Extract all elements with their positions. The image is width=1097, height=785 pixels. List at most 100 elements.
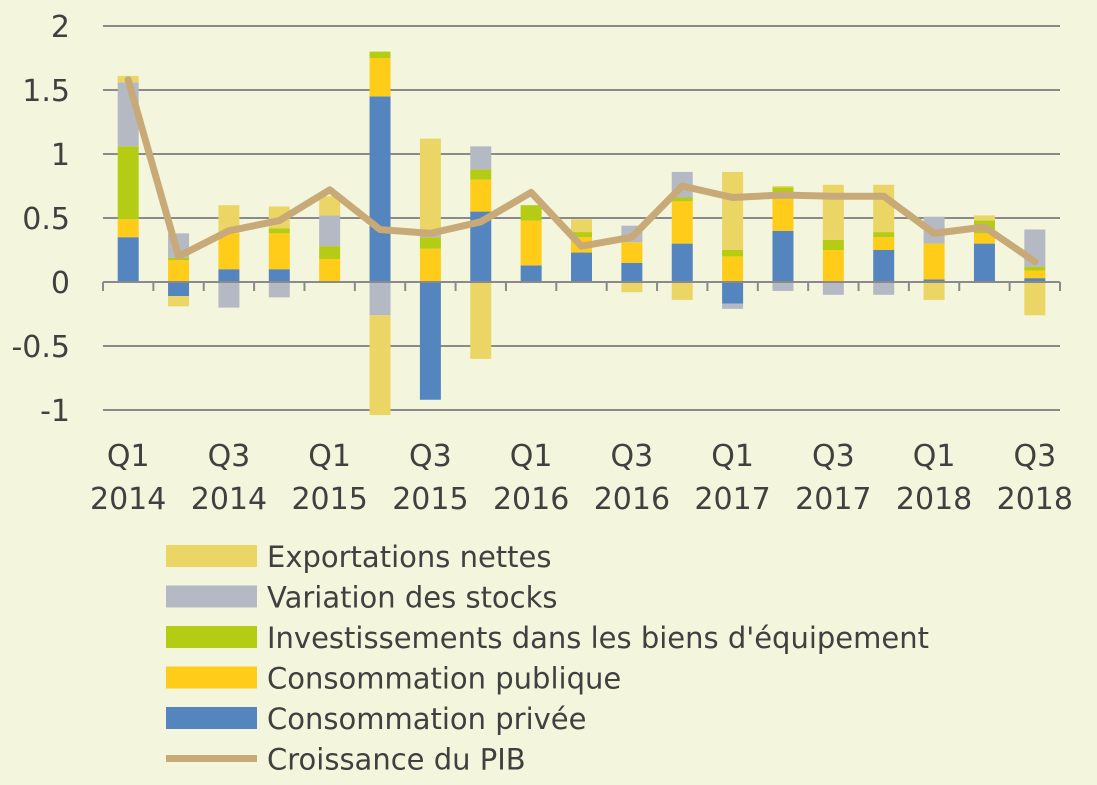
legend-swatch: [166, 707, 257, 729]
x-tick-label-year: 2015: [392, 482, 468, 517]
bar-segment: [470, 179, 492, 212]
bar-segment: [419, 248, 441, 282]
y-tick-label: 0: [51, 266, 70, 301]
bar-segment: [772, 282, 794, 291]
legend-swatch: [166, 545, 257, 567]
stacked-bars: [117, 51, 1046, 416]
x-tick-label-year: 2018: [997, 482, 1073, 517]
bar-segment: [268, 282, 290, 298]
bar-segment: [1024, 282, 1046, 316]
bar-segment: [973, 215, 995, 221]
bar-segment: [520, 205, 542, 221]
x-tick-label-year: 2017: [694, 482, 770, 517]
bar-segment: [117, 219, 139, 238]
bar-segment: [873, 237, 895, 250]
bar-segment: [722, 250, 744, 257]
bar-segment: [319, 196, 341, 216]
bar-segment: [822, 239, 844, 250]
y-tick-label: 2: [51, 10, 70, 45]
legend-label: Exportations nettes: [267, 540, 552, 574]
y-axis-tick-labels: -1 -0.5 0 0.5 1 1.5 2: [11, 10, 70, 429]
bar-segment: [218, 269, 240, 282]
bar-segment: [873, 250, 895, 282]
legend-item: Investissements dans les biens d'équipem…: [166, 621, 929, 655]
bar-segment: [419, 138, 441, 235]
bar-segment: [268, 228, 290, 234]
bar-segment: [319, 215, 341, 247]
x-tick-label-quarter: Q1: [711, 439, 754, 474]
bar-segment: [1024, 278, 1046, 282]
y-tick-label: -0.5: [11, 330, 70, 365]
bar-segment: [671, 282, 693, 300]
x-tick-label-quarter: Q3: [812, 439, 855, 474]
grid-lines: [103, 25, 1060, 411]
bar-segment: [319, 246, 341, 259]
bar-segment: [722, 282, 744, 304]
legend-item: Exportations nettes: [166, 540, 552, 574]
bar-segment: [571, 252, 592, 282]
legend-label: Variation des stocks: [267, 581, 558, 615]
bar-segment: [923, 279, 945, 282]
bar-segment: [621, 282, 643, 293]
x-tick-label-year: 2016: [493, 482, 569, 517]
bar-segment: [671, 197, 693, 202]
bar-segment: [168, 296, 190, 307]
legend-item: Consommation publique: [166, 662, 621, 696]
bar-segment: [268, 269, 290, 282]
bar-segment: [218, 282, 240, 308]
x-tick-label-year: 2017: [795, 482, 871, 517]
bar-segment: [722, 171, 744, 250]
bar-segment: [369, 96, 391, 283]
x-tick-label-year: 2016: [594, 482, 670, 517]
x-tick-label-year: 2015: [291, 482, 367, 517]
bar-segment: [973, 233, 995, 244]
bar-segment: [772, 186, 794, 188]
legend-swatch: [166, 585, 257, 608]
x-tick-label-year: 2018: [896, 482, 972, 517]
x-tick-label-year: 2014: [90, 482, 166, 517]
bar-segment: [268, 233, 290, 270]
x-tick-label-quarter: Q3: [611, 439, 654, 474]
x-tick-label-quarter: Q1: [308, 439, 351, 474]
y-tick-label: 1.5: [22, 74, 70, 109]
bar-segment: [168, 260, 190, 282]
x-tick-label-year: 2014: [191, 482, 267, 517]
x-tick-label-quarter: Q3: [1013, 439, 1056, 474]
bar-segment: [470, 146, 492, 170]
bar-segment: [923, 282, 945, 300]
legend-label: Investissements dans les biens d'équipem…: [267, 621, 929, 655]
bar-segment: [722, 256, 744, 282]
y-tick-label: 0.5: [22, 202, 70, 237]
bar-segment: [873, 232, 895, 238]
gdp-growth-line-group: [124, 76, 1039, 265]
bar-segment: [470, 169, 492, 180]
bar-segment: [369, 58, 391, 97]
bar-segment: [369, 51, 391, 58]
bar-segment: [772, 230, 794, 282]
bar-segment: [923, 243, 945, 280]
legend-label: Consommation privée: [267, 702, 587, 736]
bar-segment: [419, 237, 441, 249]
legend: Exportations nettes Variation des stocks I…: [166, 540, 929, 777]
bar-segment: [117, 146, 139, 220]
legend-label: Croissance du PIB: [267, 743, 526, 777]
y-tick-label: -1: [40, 394, 70, 429]
bar-segment: [671, 201, 693, 244]
bar-segment: [873, 282, 895, 295]
x-tick-label-quarter: Q3: [409, 439, 452, 474]
x-tick-label-quarter: Q1: [510, 439, 553, 474]
legend-item: Consommation privée: [166, 702, 587, 736]
x-axis: [102, 281, 1061, 291]
bar-segment: [117, 237, 139, 282]
bar-segment: [168, 282, 190, 297]
gdp-growth-line: [124, 76, 1039, 265]
bar-segment: [873, 184, 895, 233]
bar-segment: [1024, 270, 1046, 279]
x-axis-tick-labels: Q1 2014 Q3 2014 Q1 2015 Q3 2015 Q1 2016 Q3 2016 Q1 20…: [90, 439, 1073, 517]
x-tick-label-quarter: Q3: [208, 439, 251, 474]
bar-segment: [218, 233, 240, 270]
legend-swatch: [166, 626, 257, 648]
bar-segment: [621, 262, 643, 282]
